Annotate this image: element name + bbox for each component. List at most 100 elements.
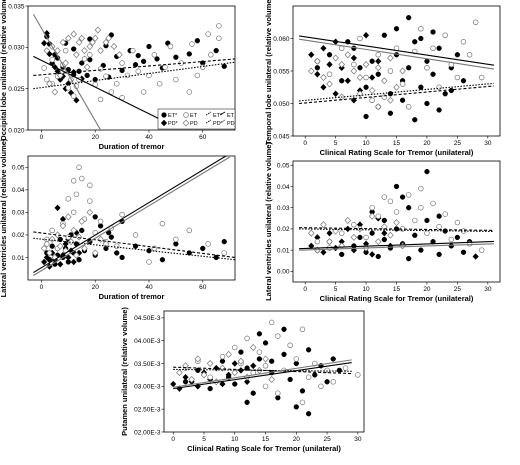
data-point-et-star [146, 43, 152, 50]
legend-label: ET [190, 113, 198, 119]
data-point-et-star [79, 227, 85, 234]
data-point-et-star [454, 234, 461, 241]
data-point-et-star [369, 58, 375, 64]
data-point-et [299, 399, 306, 406]
data-point-pd [393, 219, 400, 227]
data-point-pd [56, 242, 64, 250]
data-point-et-star [460, 78, 467, 84]
data-point-et [49, 227, 55, 234]
x-tick-label: 5 [202, 436, 206, 443]
data-point-et-star [336, 367, 343, 374]
data-point-et-star [238, 349, 244, 355]
data-point-et-star [108, 32, 114, 38]
data-point-pd [54, 231, 61, 239]
data-point-pd [78, 34, 86, 42]
y-tick-label: 0.020 [8, 127, 25, 134]
data-point-et-star [369, 230, 375, 236]
data-point-pd [374, 238, 382, 246]
x-tick-label: 0 [40, 134, 44, 141]
data-point-et-star [412, 232, 418, 238]
data-point-et [430, 200, 436, 207]
data-point-et [357, 35, 363, 42]
y-tick-label: 0.045 [273, 133, 290, 140]
data-point-et-star [436, 251, 442, 258]
y-tick-label: 0.00 [277, 269, 290, 276]
data-point-pd [110, 42, 118, 51]
data-point-pd [326, 238, 333, 246]
x-tick-label: 0 [40, 284, 44, 291]
data-point-et-star [256, 356, 263, 362]
data-point-et [81, 56, 88, 62]
data-point-et-star [412, 39, 418, 45]
data-point-et [342, 365, 349, 371]
fit-line-et-star [299, 227, 494, 231]
data-point-et-star [412, 117, 418, 123]
data-point-et [146, 72, 152, 79]
data-point-pd [81, 244, 88, 252]
data-point-et [454, 219, 461, 226]
data-point-et [478, 247, 485, 253]
data-point-et [62, 47, 69, 54]
data-area [299, 15, 494, 123]
data-point-et [151, 52, 158, 58]
x-tick-label: 10 [362, 286, 370, 293]
x-tick-label: 25 [323, 436, 331, 443]
data-point-pd [344, 51, 352, 59]
data-point-et [299, 326, 306, 333]
fit-line-pd [299, 243, 494, 251]
data-point-pd [102, 240, 110, 248]
y-tick-label: 0.01 [12, 255, 25, 262]
data-point-pd [320, 73, 327, 82]
data-point-et [466, 51, 473, 58]
panel-putamen: 0 5 10 15 20 25 30 02.00E-3 02.50E-3 03.00E-3 03.5… [120, 307, 365, 453]
data-point-et [70, 93, 77, 99]
data-point-et [119, 60, 125, 66]
data-point-et-star [154, 56, 160, 62]
x-tick-label: 60 [199, 284, 207, 291]
data-point-pd [97, 47, 104, 55]
data-point-et [293, 356, 300, 362]
data-point-et [262, 383, 269, 390]
data-point-et-star [393, 183, 400, 190]
data-point-et-star [448, 243, 454, 249]
fit-line-et [33, 55, 166, 123]
y-tick-label: 0.05 [12, 165, 25, 172]
y-tick-label: 0.025 [8, 86, 25, 93]
data-point-et-star [430, 71, 436, 77]
y-axis-label: Temporal lobe unilateral (relative volum… [264, 0, 273, 145]
data-point-pd [268, 375, 275, 384]
data-point-pd [182, 362, 189, 370]
x-tick-label: 0 [303, 286, 307, 293]
data-point-et [375, 213, 381, 219]
x-tick-label: 40 [145, 284, 153, 291]
data-point-et-star [146, 248, 152, 254]
fit-line-pd-star [33, 61, 235, 90]
data-point-et [97, 218, 104, 225]
y-tick-label: 04.00E-3 [134, 338, 161, 345]
data-point-pd-star [231, 360, 238, 367]
data-point-et-star [393, 26, 400, 32]
data-point-et [76, 164, 82, 171]
data-point-et-star [436, 213, 442, 219]
y-tick-label: 0.055 [273, 68, 290, 75]
data-point-et-star [132, 62, 139, 68]
data-point-pd-star [54, 204, 61, 212]
data-point-et-star [119, 254, 125, 261]
y-tick-label: 0.04 [277, 184, 290, 191]
data-point-et [318, 383, 324, 390]
x-tick-label: 30 [484, 286, 492, 293]
data-point-et-star [269, 358, 275, 364]
y-tick-label: 0.060 [273, 36, 290, 43]
fit-line-et [299, 240, 494, 250]
data-point-et-star [339, 78, 345, 84]
data-point-et-star [314, 65, 321, 71]
data-point-et [186, 227, 193, 234]
data-point-et-star [357, 234, 363, 241]
data-point-pd-star [182, 373, 189, 381]
data-point-et-star [213, 47, 219, 54]
data-point-et-star [424, 217, 430, 224]
data-point-pd-star [350, 54, 358, 62]
panel-ventricles-duration: 0 20 40 60 0.01 0.02 0.03 0.04 0.05 Duration of t… [0, 138, 236, 301]
data-point-pd-star [369, 74, 376, 81]
data-point-pd-star [225, 371, 232, 379]
